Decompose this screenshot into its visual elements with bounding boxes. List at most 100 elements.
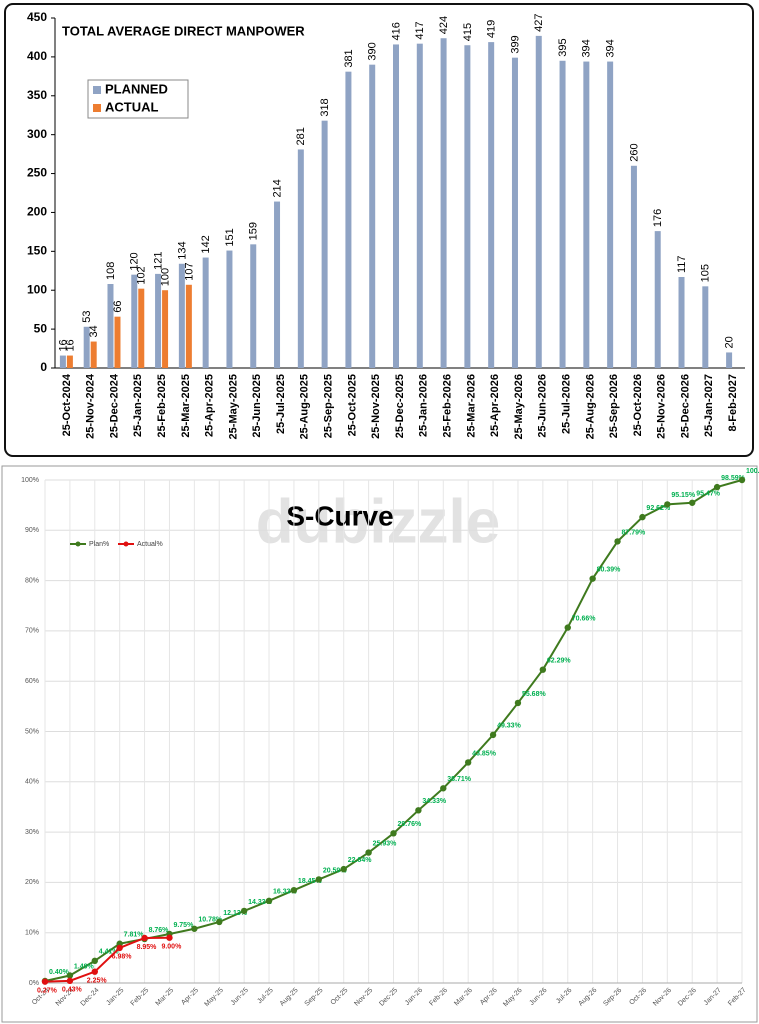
x-tick-label: 25-Apr-2026 [489, 374, 501, 437]
y-tick-label: 0% [29, 980, 39, 987]
data-label: 55.68% [522, 691, 547, 698]
x-tick-label: 25-Dec-2024 [108, 373, 120, 438]
data-label: 18.45% [298, 878, 323, 885]
data-label: 390 [367, 42, 379, 60]
data-label: 100.00% [746, 468, 759, 475]
marker [141, 934, 148, 942]
data-label: 394 [605, 39, 617, 57]
bar [559, 60, 566, 369]
data-label: 8.95% [137, 944, 158, 951]
data-label: 20.59% [323, 867, 348, 874]
data-label: 417 [414, 21, 426, 39]
y-tick-label: 250 [27, 166, 47, 180]
y-tick-label: 100% [21, 477, 39, 484]
y-tick-label: 300 [27, 127, 47, 141]
data-label: 0.27% [37, 987, 58, 994]
bar [440, 38, 447, 368]
marker [639, 513, 646, 521]
data-label: 16 [57, 339, 69, 351]
data-label: 2.25% [87, 978, 108, 985]
bar [702, 286, 709, 368]
data-label: 415 [462, 23, 474, 41]
bar [185, 284, 192, 368]
data-label: 142 [200, 235, 212, 253]
data-label: 16.33% [273, 889, 298, 896]
x-tick-label: 25-Jun-2026 [537, 374, 549, 438]
data-label: 6.98% [112, 954, 133, 961]
data-label: 108 [105, 262, 117, 280]
y-tick-label: 350 [27, 88, 47, 102]
bar [678, 277, 685, 368]
bar [488, 42, 495, 368]
bar [138, 288, 145, 368]
marker [539, 666, 547, 673]
data-label: 14.33% [248, 899, 273, 906]
x-tick-label: 25-Oct-2025 [346, 374, 358, 436]
y-tick-label: 10% [25, 930, 39, 937]
x-tick-label: 8-Feb-2027 [727, 374, 739, 431]
x-tick-label: 25-Jan-2026 [418, 374, 430, 437]
bar [162, 290, 169, 368]
legend-label: Actual% [137, 541, 163, 548]
data-label: 281 [295, 127, 307, 145]
bar [345, 71, 352, 369]
data-label: 117 [676, 255, 688, 273]
data-label: 381 [343, 49, 355, 67]
bar [274, 201, 281, 368]
x-tick-label: 25-Apr-2025 [204, 374, 216, 437]
marker [265, 897, 273, 905]
bar-frame [4, 3, 754, 457]
data-label: 105 [700, 264, 712, 282]
y-tick-label: 100 [27, 282, 47, 296]
marker [315, 876, 323, 883]
data-label: 80.39% [597, 566, 622, 573]
y-tick-label: 80% [25, 577, 39, 584]
marker [216, 918, 223, 926]
y-tick-label: 0 [40, 360, 47, 374]
bar [535, 35, 542, 369]
bar [416, 43, 423, 369]
data-label: 260 [628, 143, 640, 161]
data-label: 25.93% [373, 840, 398, 847]
data-label: 62.29% [547, 658, 572, 665]
marker [664, 501, 671, 508]
data-label: 419 [486, 20, 498, 38]
bar [226, 250, 233, 368]
x-tick-label: 25-Jan-2025 [132, 374, 144, 437]
data-label: 9.75% [173, 922, 194, 929]
data-label: 53 [81, 311, 93, 323]
marker [91, 968, 98, 975]
marker [191, 925, 198, 932]
bar [630, 165, 637, 368]
x-tick-label: 25-Jan-2027 [703, 374, 715, 437]
data-label: 151 [224, 228, 236, 246]
marker [66, 972, 74, 979]
bar [369, 64, 376, 369]
marker [116, 944, 123, 952]
bar [90, 341, 97, 368]
data-label: 121 [152, 252, 164, 270]
x-tick-label: 25-Nov-2026 [656, 374, 668, 439]
x-tick-label: 25-Aug-2026 [584, 374, 596, 439]
data-label: 318 [319, 98, 331, 116]
data-label: 0.40% [49, 969, 70, 976]
x-tick-label: 25-May-2025 [227, 374, 239, 439]
legend-label: Plan% [89, 541, 109, 548]
legend-swatch [93, 86, 101, 94]
x-tick-label: 25-Oct-2026 [632, 374, 644, 436]
data-label: 0.43% [62, 987, 83, 994]
data-label: 416 [390, 22, 402, 40]
bar [583, 61, 590, 369]
marker [589, 575, 596, 582]
x-tick-label: 25-Jul-2026 [560, 374, 572, 434]
data-label: 49.33% [497, 723, 522, 730]
marker [166, 934, 173, 941]
x-tick-label: 25-May-2026 [513, 374, 525, 439]
y-tick-label: 90% [25, 527, 39, 534]
marker [713, 483, 721, 491]
marker [489, 731, 497, 739]
data-label: 8.76% [149, 927, 170, 934]
marker [738, 476, 746, 484]
marker [91, 957, 98, 965]
data-label: 87.79% [622, 529, 647, 536]
